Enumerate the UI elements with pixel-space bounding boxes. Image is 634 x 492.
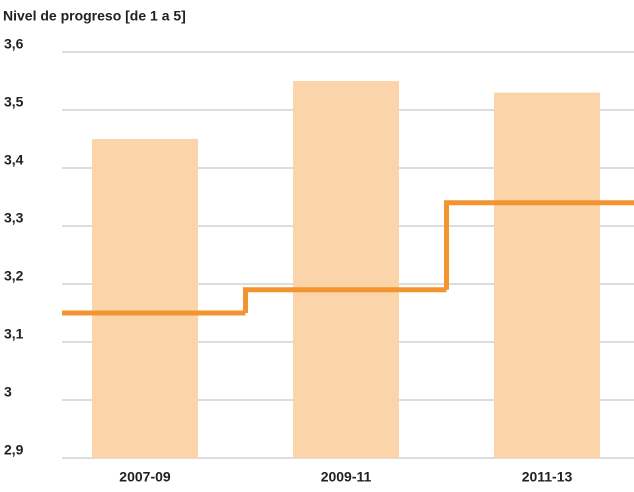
x-tick-label: 2009-11 [321,469,372,485]
y-tick-label: 3,5 [4,94,24,110]
y-tick-label: 3,2 [4,268,24,284]
chart-title: Nivel de progreso [de 1 a 5] [3,8,186,24]
y-tick-label: 3,6 [4,36,24,52]
y-tick-label: 2,9 [4,442,24,458]
y-tick-label: 3 [4,384,12,400]
bar [494,92,600,458]
bar [92,139,198,458]
x-tick-label: 2011-13 [522,469,573,485]
x-tick-label: 2007-09 [119,469,171,485]
y-tick-label: 3,1 [4,326,24,342]
bar [293,81,399,458]
y-tick-label: 3,3 [4,210,24,226]
y-tick-label: 3,4 [4,152,24,168]
